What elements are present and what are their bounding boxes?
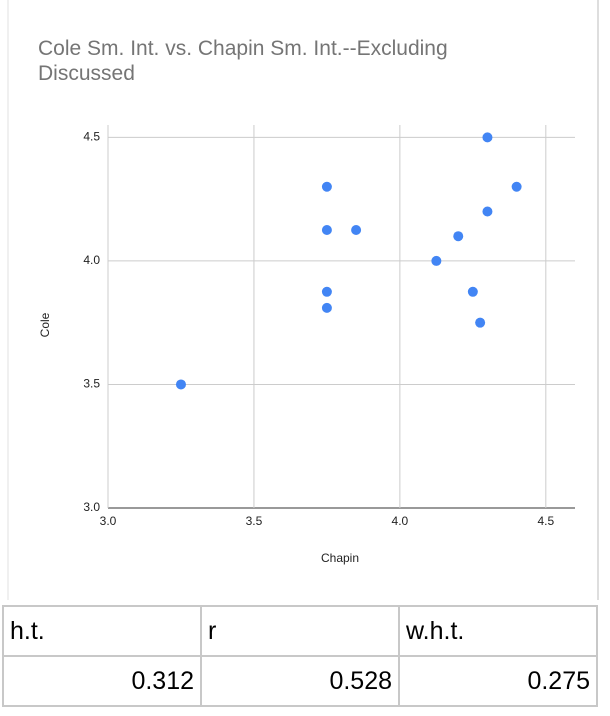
point — [453, 231, 464, 242]
header-cell: w.h.t. — [398, 605, 598, 657]
chart-title: Cole Sm. Int. vs. Chapin Sm. Int.--Exclu… — [38, 37, 448, 85]
cell: 0.528 — [200, 655, 400, 707]
x-tick-label: 4.5 — [537, 514, 554, 528]
header-cell: r — [200, 605, 400, 657]
point — [475, 317, 486, 328]
point — [351, 225, 362, 236]
cell: 0.312 — [2, 655, 202, 707]
table: h.t. r w.h.t. 0.312 0.528 0.275 — [2, 605, 598, 707]
y-tick-label: 3.0 — [83, 500, 100, 514]
point — [321, 225, 332, 236]
cell: 0.275 — [398, 655, 598, 707]
y-tick-label: 3.5 — [83, 377, 100, 391]
point — [511, 181, 522, 192]
x-axis-title: Chapin — [321, 551, 359, 565]
point — [175, 379, 186, 390]
y-tick-label: 4.0 — [83, 253, 100, 267]
point — [482, 206, 493, 217]
point — [482, 132, 493, 143]
point — [467, 286, 478, 297]
y-axis-title: Cole — [38, 312, 52, 337]
x-tick-label: 3.5 — [246, 514, 263, 528]
point — [321, 181, 332, 192]
x-tick-label: 4.0 — [392, 514, 409, 528]
y-tick-label: 4.5 — [83, 130, 100, 144]
header-cell: h.t. — [2, 605, 202, 657]
point — [431, 255, 442, 266]
chart: Chapin Cole 3.0 3.5 4.0 4.5 3.0 3.5 4.0 4.5 — [7, 0, 599, 600]
point — [321, 286, 332, 297]
point — [321, 302, 332, 313]
x-tick-label: 3.0 — [100, 514, 117, 528]
